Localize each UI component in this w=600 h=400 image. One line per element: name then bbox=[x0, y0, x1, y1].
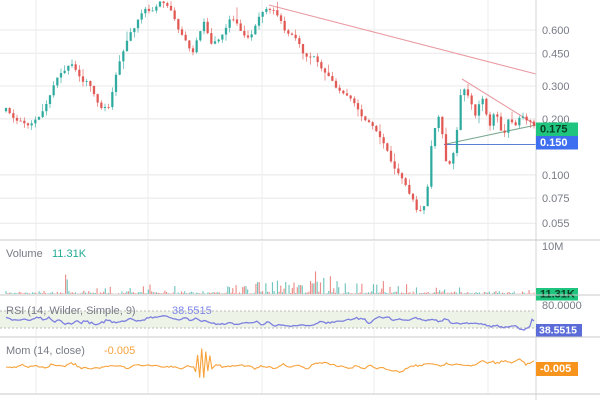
svg-text:-0.005: -0.005 bbox=[104, 345, 135, 357]
svg-text:0.175: 0.175 bbox=[540, 124, 568, 136]
svg-text:10M: 10M bbox=[542, 241, 563, 253]
svg-text:-0.005: -0.005 bbox=[540, 363, 571, 375]
svg-text:0.150: 0.150 bbox=[540, 137, 568, 149]
svg-text:0.300: 0.300 bbox=[542, 81, 570, 93]
svg-text:0.450: 0.450 bbox=[542, 48, 570, 60]
svg-text:38.5515: 38.5515 bbox=[539, 325, 577, 337]
svg-text:11.31K: 11.31K bbox=[52, 248, 87, 260]
svg-text:Mom (14, close): Mom (14, close) bbox=[6, 345, 85, 357]
svg-text:38.5515: 38.5515 bbox=[172, 305, 212, 317]
svg-text:0.075: 0.075 bbox=[542, 193, 570, 205]
svg-text:0.600: 0.600 bbox=[542, 25, 570, 37]
svg-text:80.0000: 80.0000 bbox=[542, 300, 582, 312]
svg-text:0.055: 0.055 bbox=[542, 218, 570, 230]
svg-text:0.100: 0.100 bbox=[542, 170, 570, 182]
svg-text:RSI (14, Wilder, Simple, 9): RSI (14, Wilder, Simple, 9) bbox=[6, 305, 136, 317]
svg-text:Volume: Volume bbox=[6, 248, 43, 260]
